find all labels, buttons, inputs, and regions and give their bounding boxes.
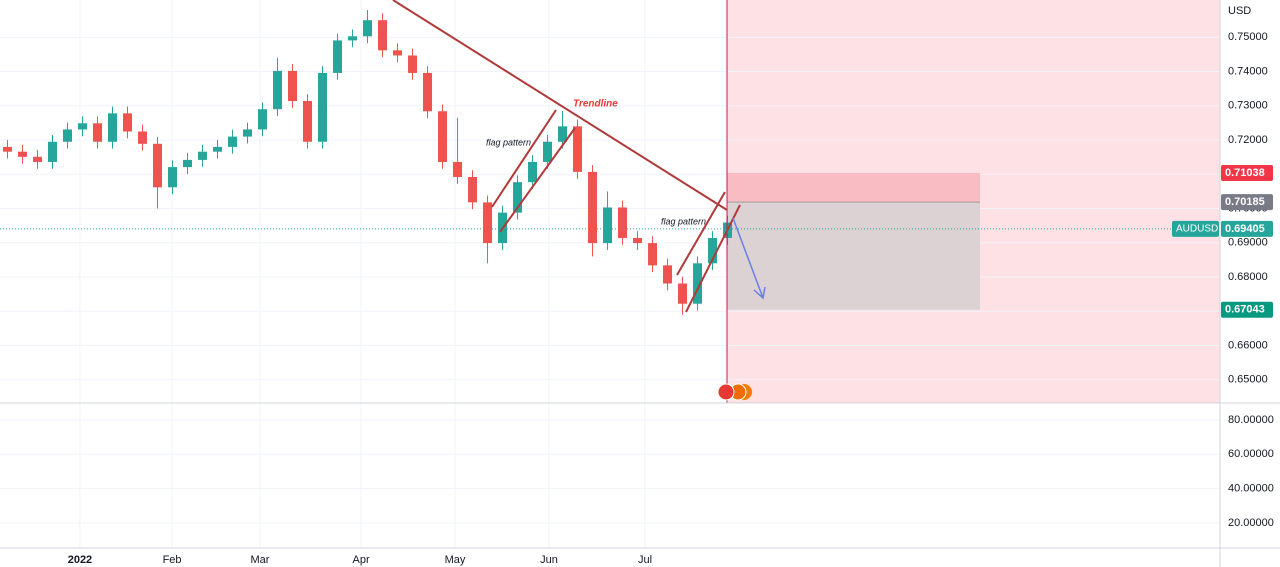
candle-body: [288, 70, 298, 102]
y-tick-label: 0.75000: [1228, 31, 1268, 43]
candle-body: [273, 70, 283, 110]
candle-body: [48, 141, 58, 162]
annotation: Trendline: [573, 99, 618, 110]
current-price-label-box: [1221, 220, 1273, 237]
candle-body: [708, 237, 718, 264]
candles: [3, 9, 733, 315]
candle-body: [93, 123, 103, 142]
candle-body: [123, 113, 133, 132]
candle-body: [153, 143, 163, 188]
candle-body: [63, 129, 73, 142]
trendline: [392, 0, 728, 211]
y-tick-label: 0.68000: [1228, 271, 1268, 283]
y-tick-label: 80.00000: [1228, 414, 1274, 426]
y-tick-label: 0.73000: [1228, 100, 1268, 112]
candle-body: [573, 126, 583, 172]
candle-body: [648, 243, 658, 266]
candle-body: [108, 113, 118, 142]
candle-body: [663, 265, 673, 284]
flag-line: [491, 109, 557, 208]
x-tick-label: 2022: [68, 554, 92, 566]
symbol-label: AUDUSD: [1176, 224, 1218, 235]
candle-body: [348, 36, 358, 41]
flag-line: [676, 191, 726, 276]
candle-body: [78, 123, 88, 130]
x-tick-label: Apr: [353, 554, 370, 566]
candle-body: [198, 151, 208, 160]
candle-body: [618, 207, 628, 238]
candle-body: [213, 146, 223, 152]
candle-body: [558, 126, 568, 142]
x-tick-label: May: [445, 554, 466, 566]
y-tick-label: 0.72000: [1228, 134, 1268, 146]
y-tick-label: 20.00000: [1228, 517, 1274, 529]
flag-line: [499, 127, 576, 233]
candle-body: [438, 111, 448, 162]
target-price-label-box: [1221, 301, 1273, 318]
x-tick-label: Jun: [540, 554, 558, 566]
candle-body: [333, 40, 343, 73]
annotation: flag pattern: [661, 216, 706, 226]
entry-price-label: 0.70185: [1225, 196, 1265, 208]
candle-body: [168, 167, 178, 188]
x-tick-label: Jul: [638, 554, 652, 566]
candle-body: [513, 182, 523, 213]
y-tick-label: 0.74000: [1228, 65, 1268, 77]
candle-body: [453, 161, 463, 178]
candle-body: [228, 136, 238, 147]
candle-body: [18, 151, 28, 157]
symbol-box: [1172, 220, 1219, 237]
y-tick-label: 0.65000: [1228, 374, 1268, 386]
stop-zone: [727, 172, 980, 203]
candle-body: [303, 101, 313, 142]
x-tick-label: Feb: [163, 554, 182, 566]
current-price-label: 0.69405: [1225, 223, 1265, 235]
flag-line: [685, 204, 741, 313]
stop-price-label-box: [1221, 164, 1273, 181]
projection-arrow: [732, 217, 766, 300]
target-price-label: 0.67043: [1225, 304, 1265, 316]
candle-body: [138, 131, 148, 144]
candle-body: [3, 146, 13, 152]
y-tick-label: 60.00000: [1228, 448, 1274, 460]
candle-body: [603, 207, 613, 244]
candle-body: [528, 161, 538, 183]
candle-body: [483, 202, 493, 244]
candle-body: [243, 129, 253, 137]
stop-price-label: 0.71038: [1225, 167, 1265, 179]
annotation: flag pattern: [486, 137, 531, 147]
candle-body: [693, 263, 703, 304]
candle-body: [393, 50, 403, 56]
currency-label: USD: [1228, 5, 1251, 17]
candle-body: [423, 72, 433, 112]
candle-body: [408, 55, 418, 73]
candle-body: [633, 237, 643, 244]
x-tick-label: Mar: [250, 554, 269, 566]
event-icon[interactable]: [717, 383, 735, 401]
grid: [0, 0, 1220, 548]
y-tick-label: 0.66000: [1228, 339, 1268, 351]
candle-body: [543, 141, 553, 162]
candle-body: [378, 20, 388, 51]
candle-body: [33, 156, 43, 162]
candle-body: [468, 177, 478, 203]
candle-body: [588, 171, 598, 244]
candle-body: [363, 20, 373, 37]
candle-body: [183, 159, 193, 168]
candle-body: [258, 109, 268, 130]
entry-price-label-box: [1221, 194, 1273, 211]
y-tick-label: 0.69000: [1228, 237, 1268, 249]
candle-body: [318, 72, 328, 142]
target-zone: [727, 202, 980, 310]
y-tick-label: 40.00000: [1228, 483, 1274, 495]
candle-body: [678, 283, 688, 304]
